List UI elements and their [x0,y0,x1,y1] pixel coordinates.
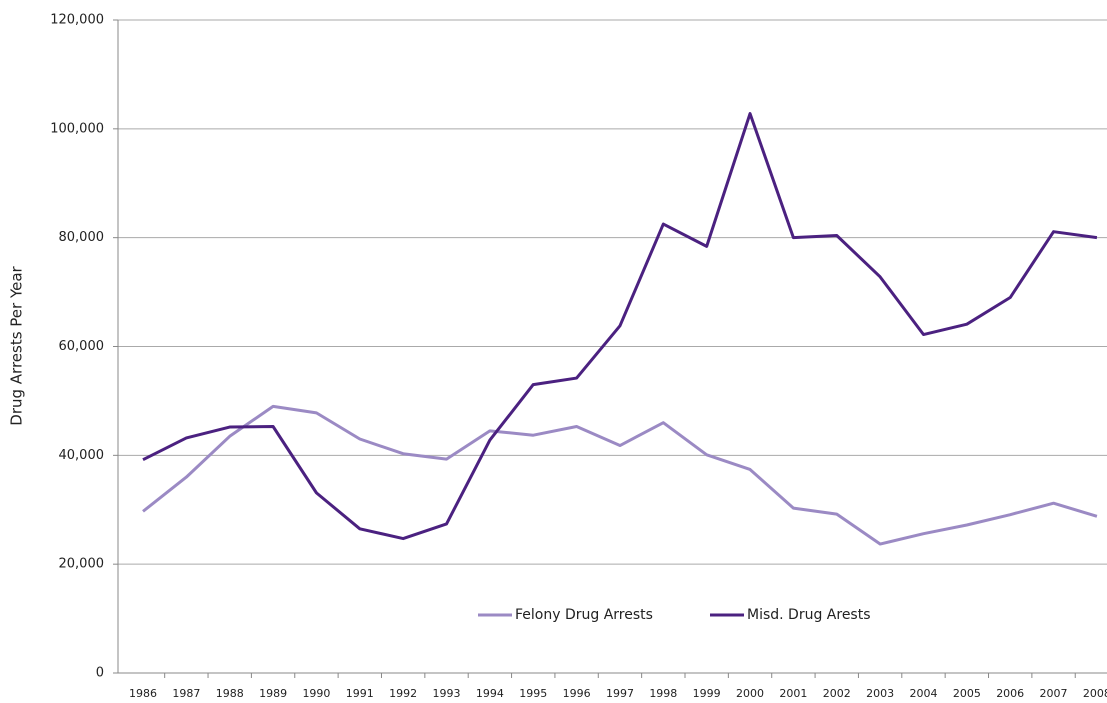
y-tick-label: 60,000 [59,339,105,354]
x-tick-label: 2000 [736,687,764,700]
y-tick-label: 20,000 [59,557,105,572]
x-tick-label: 1995 [519,687,547,700]
y-tick-label: 80,000 [59,230,105,245]
y-tick-label: 0 [96,666,104,681]
x-tick-label: 1988 [216,687,244,700]
legend-label: Felony Drug Arrests [515,607,653,623]
x-tick-label: 2008 [1083,687,1107,700]
y-tick-label: 120,000 [50,13,104,28]
x-tick-label: 1989 [259,687,287,700]
y-axis-label: Drug Arrests Per Year [8,265,26,425]
x-tick-label: 2001 [779,687,807,700]
series-line [142,404,1098,546]
x-tick-label: 2004 [909,687,937,700]
x-tick-label: 1991 [346,687,374,700]
x-tick-label: 1987 [172,687,200,700]
x-tick-label: 2003 [866,687,894,700]
x-tick-label: 2005 [953,687,981,700]
x-tick-label: 1996 [563,687,591,700]
x-tick-label: 1986 [129,687,157,700]
x-tick-label: 2007 [1040,687,1068,700]
x-tick-label: 1992 [389,687,417,700]
legend-label: Misd. Drug Arests [747,607,871,623]
x-tick-label: 1994 [476,687,504,700]
series-line [142,112,1098,541]
x-tick-label: 2002 [823,687,851,700]
x-tick-label: 1997 [606,687,634,700]
x-tick-label: 1990 [302,687,330,700]
x-tick-label: 1998 [649,687,677,700]
y-tick-label: 40,000 [59,448,105,463]
x-tick-label: 1999 [693,687,721,700]
y-tick-label: 100,000 [50,121,104,136]
x-tick-label: 2006 [996,687,1024,700]
x-tick-label: 1993 [433,687,461,700]
